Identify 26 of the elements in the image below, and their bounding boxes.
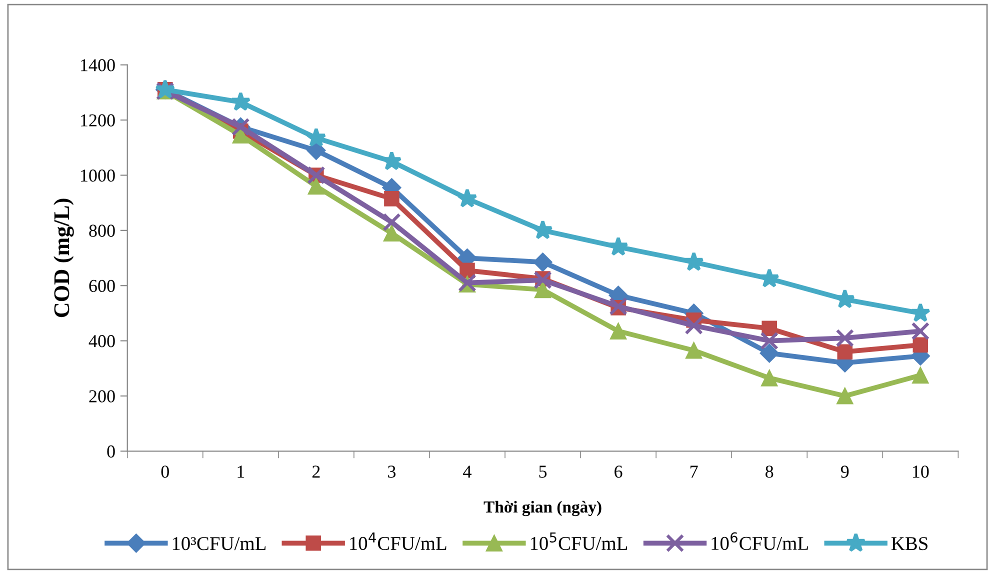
x-tick-label: 6 — [614, 466, 622, 478]
y-tick-label: 400 — [88, 335, 115, 348]
x-tick-label: 5 — [539, 466, 547, 478]
x-tick-label: 10 — [912, 466, 929, 478]
y-tick-label: 1200 — [81, 114, 115, 126]
x-tick-label: 1 — [238, 466, 244, 478]
y-tick-label: 200 — [89, 390, 115, 402]
x-axis-title: Thời gian (ngày) — [484, 500, 602, 516]
y-tick-label: 1400 — [81, 59, 115, 72]
legend-label: KBS — [891, 537, 928, 550]
legend-label: 10³CFU/mL — [172, 537, 266, 550]
y-tick-label: 600 — [89, 280, 115, 292]
x-tick-label: 3 — [388, 466, 396, 478]
x-tick-label: 2 — [312, 466, 320, 478]
y-tick-label: 1000 — [81, 169, 115, 182]
y-axis-title: COD (mg/L) — [54, 198, 74, 318]
x-tick-label: 9 — [840, 466, 849, 478]
y-tick-label: 0 — [107, 445, 115, 458]
x-tick-label: 8 — [766, 466, 774, 478]
x-tick-label: 4 — [463, 466, 472, 478]
legend-label: 10$^{6}$CFU/mL — [712, 532, 808, 550]
y-tick-label: 800 — [89, 224, 115, 237]
x-tick-label: 0 — [161, 466, 169, 478]
legend-label: 10$^{5}$CFU/mL — [530, 532, 628, 550]
legend-label: 10$^{4}$CFU/mL — [350, 532, 446, 550]
x-tick-label: 7 — [690, 466, 698, 478]
